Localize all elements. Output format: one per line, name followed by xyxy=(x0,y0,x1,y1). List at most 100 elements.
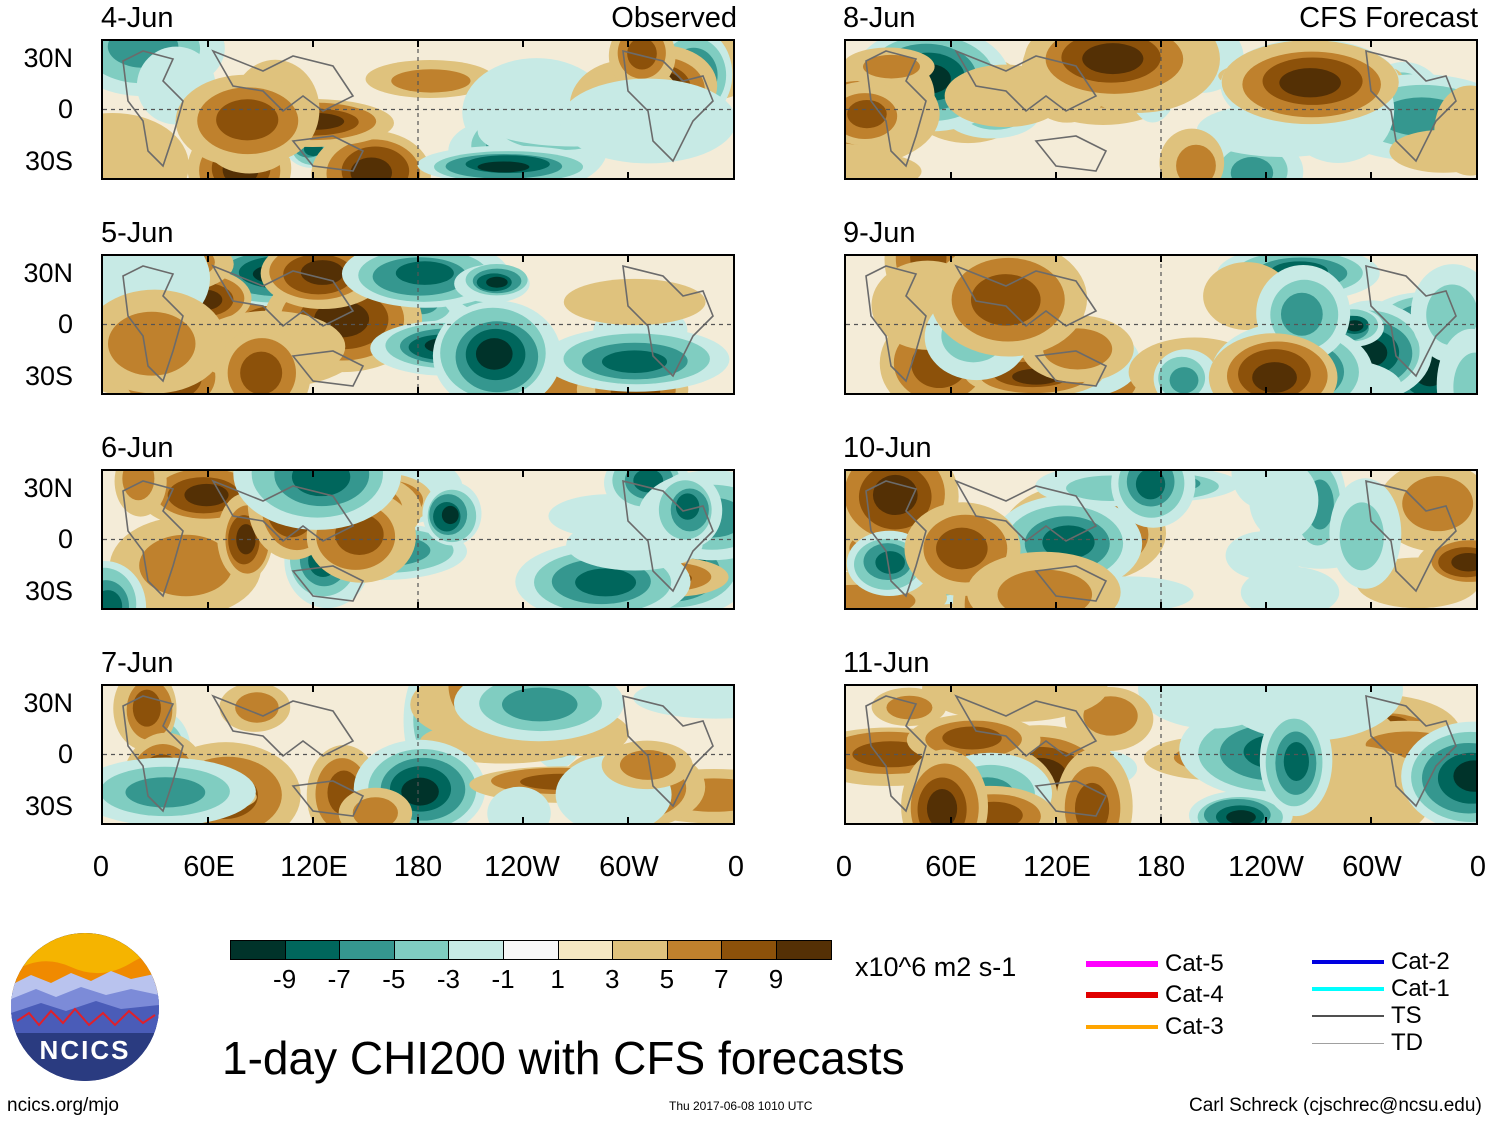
ytick-30n: 30N xyxy=(23,43,73,73)
xtick-120w: 120W xyxy=(484,851,560,883)
legend-line-td xyxy=(1312,1042,1384,1044)
ytick-eq: 0 xyxy=(57,309,73,339)
field-map xyxy=(846,256,1476,393)
coastlines xyxy=(865,694,1457,817)
colorbar-tick-label: -3 xyxy=(436,964,460,994)
colorbar-bin xyxy=(776,940,832,960)
field-contour xyxy=(1283,741,1309,781)
panel-date-10-jun: 10-Jun xyxy=(843,432,932,464)
panel-4-jun xyxy=(101,39,735,180)
field-contour xyxy=(1389,129,1476,173)
field-map xyxy=(103,471,733,608)
field-contour xyxy=(501,687,578,722)
colorbar-bin xyxy=(393,940,450,960)
field-contour xyxy=(1280,292,1323,336)
ytick-30n: 30N xyxy=(23,473,73,503)
field-contour xyxy=(886,695,933,720)
field-contour xyxy=(300,260,345,285)
xtick-0: 0 xyxy=(835,851,853,883)
panel-7-jun xyxy=(101,684,735,825)
legend-line-cat-1 xyxy=(1312,987,1384,991)
colorbar-tick-label: -7 xyxy=(327,964,351,994)
field-contour xyxy=(922,686,1108,722)
panel-10-jun xyxy=(844,469,1478,610)
field-contour xyxy=(1426,284,1476,346)
units-label: x10^6 m2 s-1 xyxy=(855,952,1017,982)
ncics-logo: NCICS xyxy=(11,933,159,1081)
field-contour xyxy=(970,274,1041,326)
ytick-30n: 30N xyxy=(23,688,73,718)
field-contour xyxy=(352,797,398,823)
xtick-120e: 120E xyxy=(280,851,348,883)
colorbar-tick-label: -5 xyxy=(382,964,406,994)
field-contour xyxy=(875,551,905,574)
ytick-30s: 30S xyxy=(24,791,73,821)
field-contour xyxy=(847,99,887,129)
field-contour xyxy=(1279,68,1341,98)
colorbar-bin xyxy=(721,940,777,960)
field-contour xyxy=(477,161,530,173)
field-map xyxy=(103,686,733,823)
colorbar-tick-label: 9 xyxy=(768,964,784,994)
coastlines xyxy=(865,479,1457,602)
panel-date-9-jun: 9-Jun xyxy=(843,217,916,249)
legend-label-cat-1: Cat-1 xyxy=(1391,975,1450,1002)
legend-line-cat-2 xyxy=(1312,960,1384,964)
colorbar-tick-label: -1 xyxy=(491,964,515,994)
field-contour xyxy=(1339,502,1384,571)
observed-label: Observed xyxy=(611,2,737,34)
coastlines xyxy=(122,694,714,817)
field-contour xyxy=(872,474,918,516)
field-contour xyxy=(395,261,454,285)
field-contour xyxy=(216,99,279,141)
field-map xyxy=(846,686,1476,823)
panel-date-5-jun: 5-Jun xyxy=(101,217,174,249)
legend-line-cat-3 xyxy=(1086,1025,1158,1029)
coastlines xyxy=(122,49,714,172)
field-contour xyxy=(1453,352,1476,393)
field-contour xyxy=(236,524,256,555)
field-contour xyxy=(563,278,706,326)
field-contour xyxy=(1082,43,1144,75)
panel-date-6-jun: 6-Jun xyxy=(101,432,174,464)
field-contour xyxy=(575,568,637,597)
field-contour xyxy=(1176,144,1216,178)
field-contour xyxy=(619,750,676,780)
field-contour xyxy=(1226,810,1256,823)
field-contour xyxy=(240,351,283,393)
xtick-60e: 60E xyxy=(925,851,977,883)
legend-label-cat-2: Cat-2 xyxy=(1391,948,1450,975)
colorbar-tick-label: -9 xyxy=(273,964,297,994)
field-contour xyxy=(103,113,189,178)
field-contour xyxy=(926,788,958,823)
colorbar-bin xyxy=(230,940,286,960)
field-contour xyxy=(944,64,1067,128)
field-contour xyxy=(139,534,233,597)
colorbar-bin xyxy=(557,940,614,960)
field-contour xyxy=(1169,367,1199,393)
field-contour xyxy=(846,151,922,178)
field-contour xyxy=(1135,471,1166,500)
field-contour xyxy=(1240,566,1340,608)
field-contour xyxy=(350,157,393,178)
legend-label-ts: TS xyxy=(1391,1002,1422,1029)
colorbar-tick-label: 1 xyxy=(550,964,565,994)
field-contour xyxy=(235,692,279,723)
field-map xyxy=(103,41,733,178)
field-map xyxy=(846,471,1476,608)
ytick-30s: 30S xyxy=(24,576,73,606)
panel-date-8-jun: 8-Jun xyxy=(843,2,916,34)
colorbar-bin xyxy=(284,940,341,960)
ytick-eq: 0 xyxy=(57,94,73,124)
field-contour xyxy=(486,276,508,288)
colorbar-tick-label: 7 xyxy=(714,964,729,994)
footer-timestamp: Thu 2017-06-08 1010 UTC xyxy=(669,1099,813,1113)
ytick-30s: 30S xyxy=(24,146,73,176)
colorbar-tick-label: 3 xyxy=(604,964,620,994)
xtick-60w: 60W xyxy=(599,851,659,883)
field-contour xyxy=(997,569,1093,608)
legend-line-ts xyxy=(1312,1015,1384,1017)
field-contour xyxy=(1453,760,1476,792)
panel-date-4-jun: 4-Jun xyxy=(101,2,174,34)
footer-author: Carl Schreck (cjschrec@ncsu.edu) xyxy=(1189,1095,1482,1116)
